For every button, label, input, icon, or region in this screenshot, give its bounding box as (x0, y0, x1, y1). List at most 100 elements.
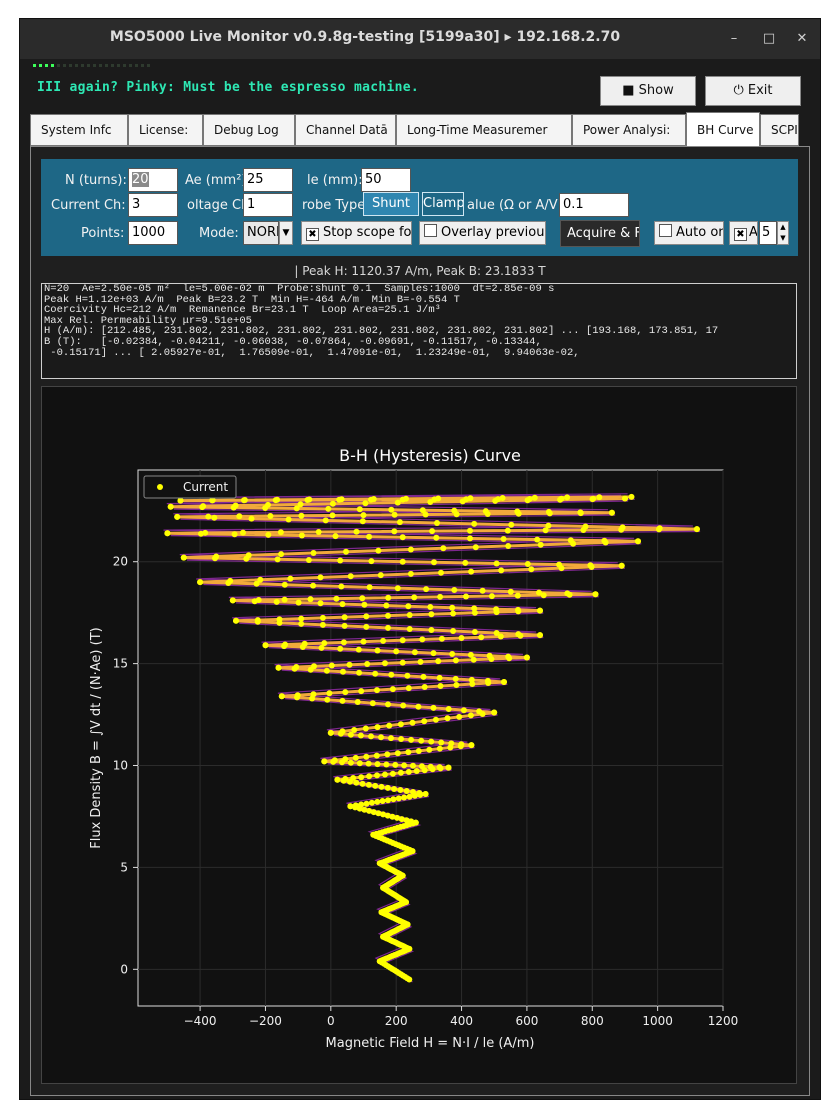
peak-summary: | Peak H: 1120.37 A/m, Peak B: 23.1833 T (294, 264, 546, 278)
data-point (332, 533, 339, 540)
data-point (421, 718, 428, 725)
exit-button[interactable]: ⏻ Exit (705, 76, 801, 106)
data-point (274, 556, 281, 563)
data-point (357, 732, 364, 739)
shunt-button[interactable]: Shunt (363, 192, 419, 216)
close-icon[interactable]: ✕ (796, 31, 808, 46)
x-tick-label: −200 (249, 1014, 282, 1028)
data-point (339, 601, 346, 608)
tab-channel-data[interactable]: Channel Datā (295, 114, 396, 146)
data-point (488, 593, 495, 600)
data-point (321, 640, 328, 647)
data-point (498, 567, 505, 574)
data-point (403, 817, 410, 824)
interval-spinbox[interactable]: 5 (759, 221, 777, 245)
title-bar[interactable]: MSO5000 Live Monitor v0.9.8g-testing [51… (20, 19, 820, 59)
data-point (389, 686, 396, 693)
legend-box (143, 475, 237, 499)
data-point (396, 519, 403, 526)
data-point (438, 739, 445, 746)
data-point (458, 635, 465, 641)
minimize-icon[interactable]: – (730, 31, 738, 46)
data-point (213, 553, 220, 560)
data-point (415, 748, 422, 754)
mode-select[interactable]: NORI (243, 221, 279, 245)
data-point (558, 495, 565, 502)
data-point (374, 724, 381, 731)
tab-system-info[interactable]: System Infc (30, 114, 128, 146)
data-point (363, 800, 370, 807)
data-point (364, 661, 371, 667)
data-point (491, 709, 498, 716)
data-point (167, 503, 174, 510)
y-tick-label: 0 (120, 962, 128, 976)
data-point (406, 793, 413, 800)
tab-scpi[interactable]: SCPI (760, 114, 799, 146)
probe-value-input[interactable]: 0.1 (559, 193, 629, 217)
a-checkbox[interactable]: ✖ A (729, 221, 758, 245)
tab-debug-log[interactable]: Debug Log (203, 114, 295, 146)
overlay-previous-checkbox[interactable]: Overlay previous (419, 221, 546, 245)
data-point (366, 807, 373, 814)
data-point (504, 527, 511, 534)
data-point (231, 531, 238, 538)
probe-type-label: robe Type (302, 198, 364, 213)
tab-power-analysis[interactable]: Power Analysi: (572, 114, 686, 146)
points-input[interactable]: 1000 (128, 221, 178, 245)
tab-bh-curve[interactable]: BH Curve (686, 112, 760, 147)
n-turns-input[interactable]: 20 (128, 168, 178, 192)
data-point (393, 648, 400, 655)
data-point (526, 496, 533, 502)
data-point (435, 658, 442, 665)
data-point (493, 606, 500, 613)
acquire-button[interactable]: Acquire & F (560, 220, 640, 247)
stop-scope-checkbox[interactable]: ✖ Stop scope for (301, 221, 412, 245)
current-ch-input[interactable]: 3 (128, 193, 178, 217)
data-point (421, 684, 428, 690)
bh-curve-chart[interactable]: −400 −200 0 200 400 600 800 1000 1200 0 5 10 15 20 B-… (42, 387, 796, 1083)
y-axis-label: Flux Density B = ∫V dt / (N·Ae) (T) (89, 627, 104, 848)
data-point (622, 495, 628, 502)
voltage-ch-input[interactable]: 1 (243, 193, 293, 217)
ae-input[interactable]: 25 (243, 168, 293, 192)
results-text[interactable]: N=20 Ae=2.50e-05 m² le=5.00e-02 m Probe:… (41, 283, 797, 379)
spinbox-arrows-icon[interactable]: ▲ ▼ (777, 221, 789, 245)
tab-licenses[interactable]: License: (128, 114, 203, 146)
x-tick-label: 600 (515, 1014, 538, 1028)
data-point (347, 803, 354, 810)
data-point (564, 590, 571, 597)
chevron-down-icon[interactable]: ▼ (279, 221, 293, 245)
data-point (342, 775, 349, 782)
data-point (537, 541, 544, 548)
legend-marker-icon (157, 484, 163, 490)
data-point (352, 754, 359, 761)
data-point (449, 651, 456, 657)
data-point (430, 650, 437, 657)
data-point (339, 728, 346, 735)
data-point (254, 617, 261, 624)
data-point (433, 534, 440, 541)
data-point (618, 562, 625, 569)
tab-long-time-measurement[interactable]: Long-Time Measuremer (396, 114, 572, 146)
data-point (418, 737, 425, 744)
show-button[interactable]: ■ Show (600, 76, 696, 106)
clamp-button[interactable]: Clamp (422, 192, 464, 216)
data-point (227, 577, 234, 584)
data-point (451, 507, 458, 514)
data-point (430, 704, 437, 711)
plot-area (137, 469, 724, 1007)
auto-on-checkbox[interactable]: Auto on (654, 221, 724, 245)
data-point (202, 529, 209, 536)
data-point (479, 587, 486, 594)
data-point (467, 712, 474, 719)
le-input[interactable]: 50 (361, 168, 411, 192)
data-point (484, 677, 491, 684)
data-point (409, 719, 416, 726)
data-point (582, 523, 589, 530)
data-point (353, 779, 360, 786)
maximize-icon[interactable]: □ (762, 31, 776, 46)
data-point (323, 667, 330, 674)
data-point (542, 527, 549, 534)
data-point (478, 634, 485, 641)
data-point (372, 782, 379, 789)
